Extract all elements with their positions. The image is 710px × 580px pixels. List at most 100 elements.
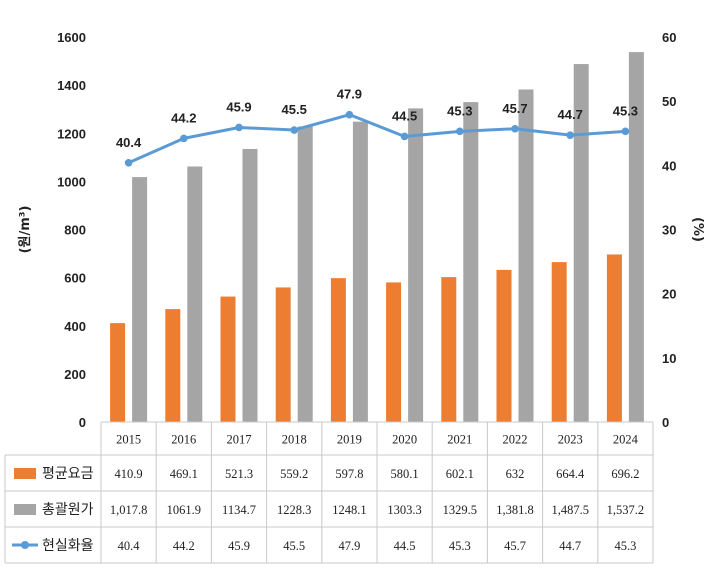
table-cell: 1329.5	[443, 503, 477, 517]
left-axis-tick-label: 1400	[57, 78, 86, 93]
bar-avg-rate	[330, 278, 346, 422]
category-label: 2015	[116, 433, 141, 447]
bar-avg-rate	[551, 262, 567, 422]
table-cell: 40.4	[118, 539, 141, 553]
left-axis-tick-label: 400	[64, 319, 86, 334]
bar-total-cost	[463, 102, 479, 423]
table-cell: 696.2	[611, 467, 639, 481]
line-point	[400, 132, 409, 141]
table-cell: 469.1	[170, 467, 198, 481]
line-data-label: 40.4	[116, 135, 142, 150]
line-realization-rate	[127, 113, 626, 165]
table-cell: 602.1	[446, 467, 474, 481]
line-data-label: 45.3	[613, 103, 638, 118]
line-data-label: 45.5	[282, 102, 307, 117]
bar-avg-rate	[165, 309, 181, 422]
right-axis-tick-label: 40	[662, 158, 676, 173]
table-cell: 44.2	[173, 539, 195, 553]
left-axis-tick-label: 0	[79, 415, 86, 430]
legend-label: 총괄원가	[42, 502, 94, 518]
right-axis-tick-label: 20	[662, 287, 676, 302]
table-cell: 410.9	[115, 467, 143, 481]
table-cell: 632	[506, 467, 525, 481]
line-data-label: 45.3	[447, 103, 472, 118]
bar-total-cost	[573, 64, 589, 422]
left-axis-tick-label: 200	[64, 367, 86, 382]
left-axis-tick-label: 800	[64, 223, 86, 238]
line-point	[566, 131, 574, 139]
bar-avg-rate	[496, 269, 512, 422]
bar-total-cost	[297, 126, 313, 423]
line-data-label: 45.9	[226, 99, 251, 114]
table-cell: 521.3	[225, 467, 253, 481]
category-label: 2018	[282, 433, 307, 447]
line-data-label: 45.7	[502, 101, 527, 116]
table-cell: 597.8	[335, 467, 363, 481]
left-axis-tick-label: 600	[64, 271, 86, 286]
bar-total-cost	[187, 166, 203, 422]
right-axis-title: (%)	[690, 217, 705, 242]
bar-avg-rate	[275, 287, 291, 422]
line-point	[345, 110, 354, 119]
left-axis-tick-label: 1600	[57, 30, 86, 45]
category-label: 2020	[392, 433, 417, 447]
left-axis-tick-label: 1200	[57, 126, 86, 141]
line-point	[180, 134, 188, 143]
line-point	[124, 158, 133, 167]
line-point	[621, 127, 630, 136]
left-axis-title: (원/m³)	[18, 206, 33, 254]
table-cell: 580.1	[391, 467, 419, 481]
bar-avg-rate	[441, 277, 457, 422]
table-cell: 1228.3	[277, 503, 311, 517]
legend-swatch-marker	[21, 541, 29, 549]
line-data-label: 44.5	[392, 108, 417, 123]
table-cell: 1248.1	[332, 503, 366, 517]
table-cell: 1134.7	[222, 503, 256, 517]
table-cell: 1061.9	[167, 503, 201, 517]
table-cell: 1303.3	[387, 503, 421, 517]
right-axis-tick-label: 30	[662, 223, 676, 238]
bar-avg-rate	[220, 296, 236, 422]
line-data-label: 47.9	[337, 87, 362, 102]
bar-avg-rate	[606, 254, 622, 422]
line-point	[235, 123, 243, 132]
right-axis-tick-label: 50	[662, 94, 676, 109]
legend-label: 현실화율	[42, 538, 94, 554]
table-cell: 664.4	[556, 467, 585, 481]
table-cell: 45.7	[504, 539, 526, 553]
table-cell: 559.2	[280, 467, 308, 481]
table-cell: 45.3	[449, 539, 471, 553]
legend-swatch	[14, 468, 36, 479]
bar-total-cost	[132, 177, 148, 422]
bar-total-cost	[408, 108, 424, 423]
line-data-label: 44.2	[171, 110, 196, 125]
right-axis-tick-label: 60	[662, 30, 676, 45]
line-point	[511, 124, 519, 133]
bar-avg-rate	[386, 282, 402, 422]
table-cell: 45.3	[614, 539, 636, 553]
legend-label: 평균요금	[42, 466, 94, 482]
line-point	[456, 127, 464, 136]
table-cell: 1,381.8	[496, 503, 534, 517]
table-cell: 44.5	[394, 539, 416, 553]
table-cell: 1,487.5	[551, 503, 589, 517]
category-label: 2021	[447, 433, 472, 447]
right-axis-tick-label: 0	[662, 415, 669, 430]
bar-total-cost	[628, 52, 644, 423]
bar-total-cost	[352, 121, 368, 422]
bar-total-cost	[242, 148, 258, 422]
category-label: 2019	[337, 433, 362, 447]
line-point	[290, 126, 299, 134]
category-label: 2022	[503, 433, 528, 447]
bar-total-cost	[518, 89, 534, 423]
right-axis-tick-label: 10	[662, 351, 676, 366]
table-cell: 47.9	[338, 539, 360, 553]
line-data-label: 44.7	[558, 107, 583, 122]
category-label: 2017	[227, 433, 252, 447]
table-cell: 44.7	[559, 539, 581, 553]
table-cell: 1,017.8	[110, 503, 148, 517]
left-axis-tick-label: 1000	[57, 174, 86, 189]
category-label: 2023	[558, 433, 583, 447]
table-cell: 1,537.2	[607, 503, 645, 517]
